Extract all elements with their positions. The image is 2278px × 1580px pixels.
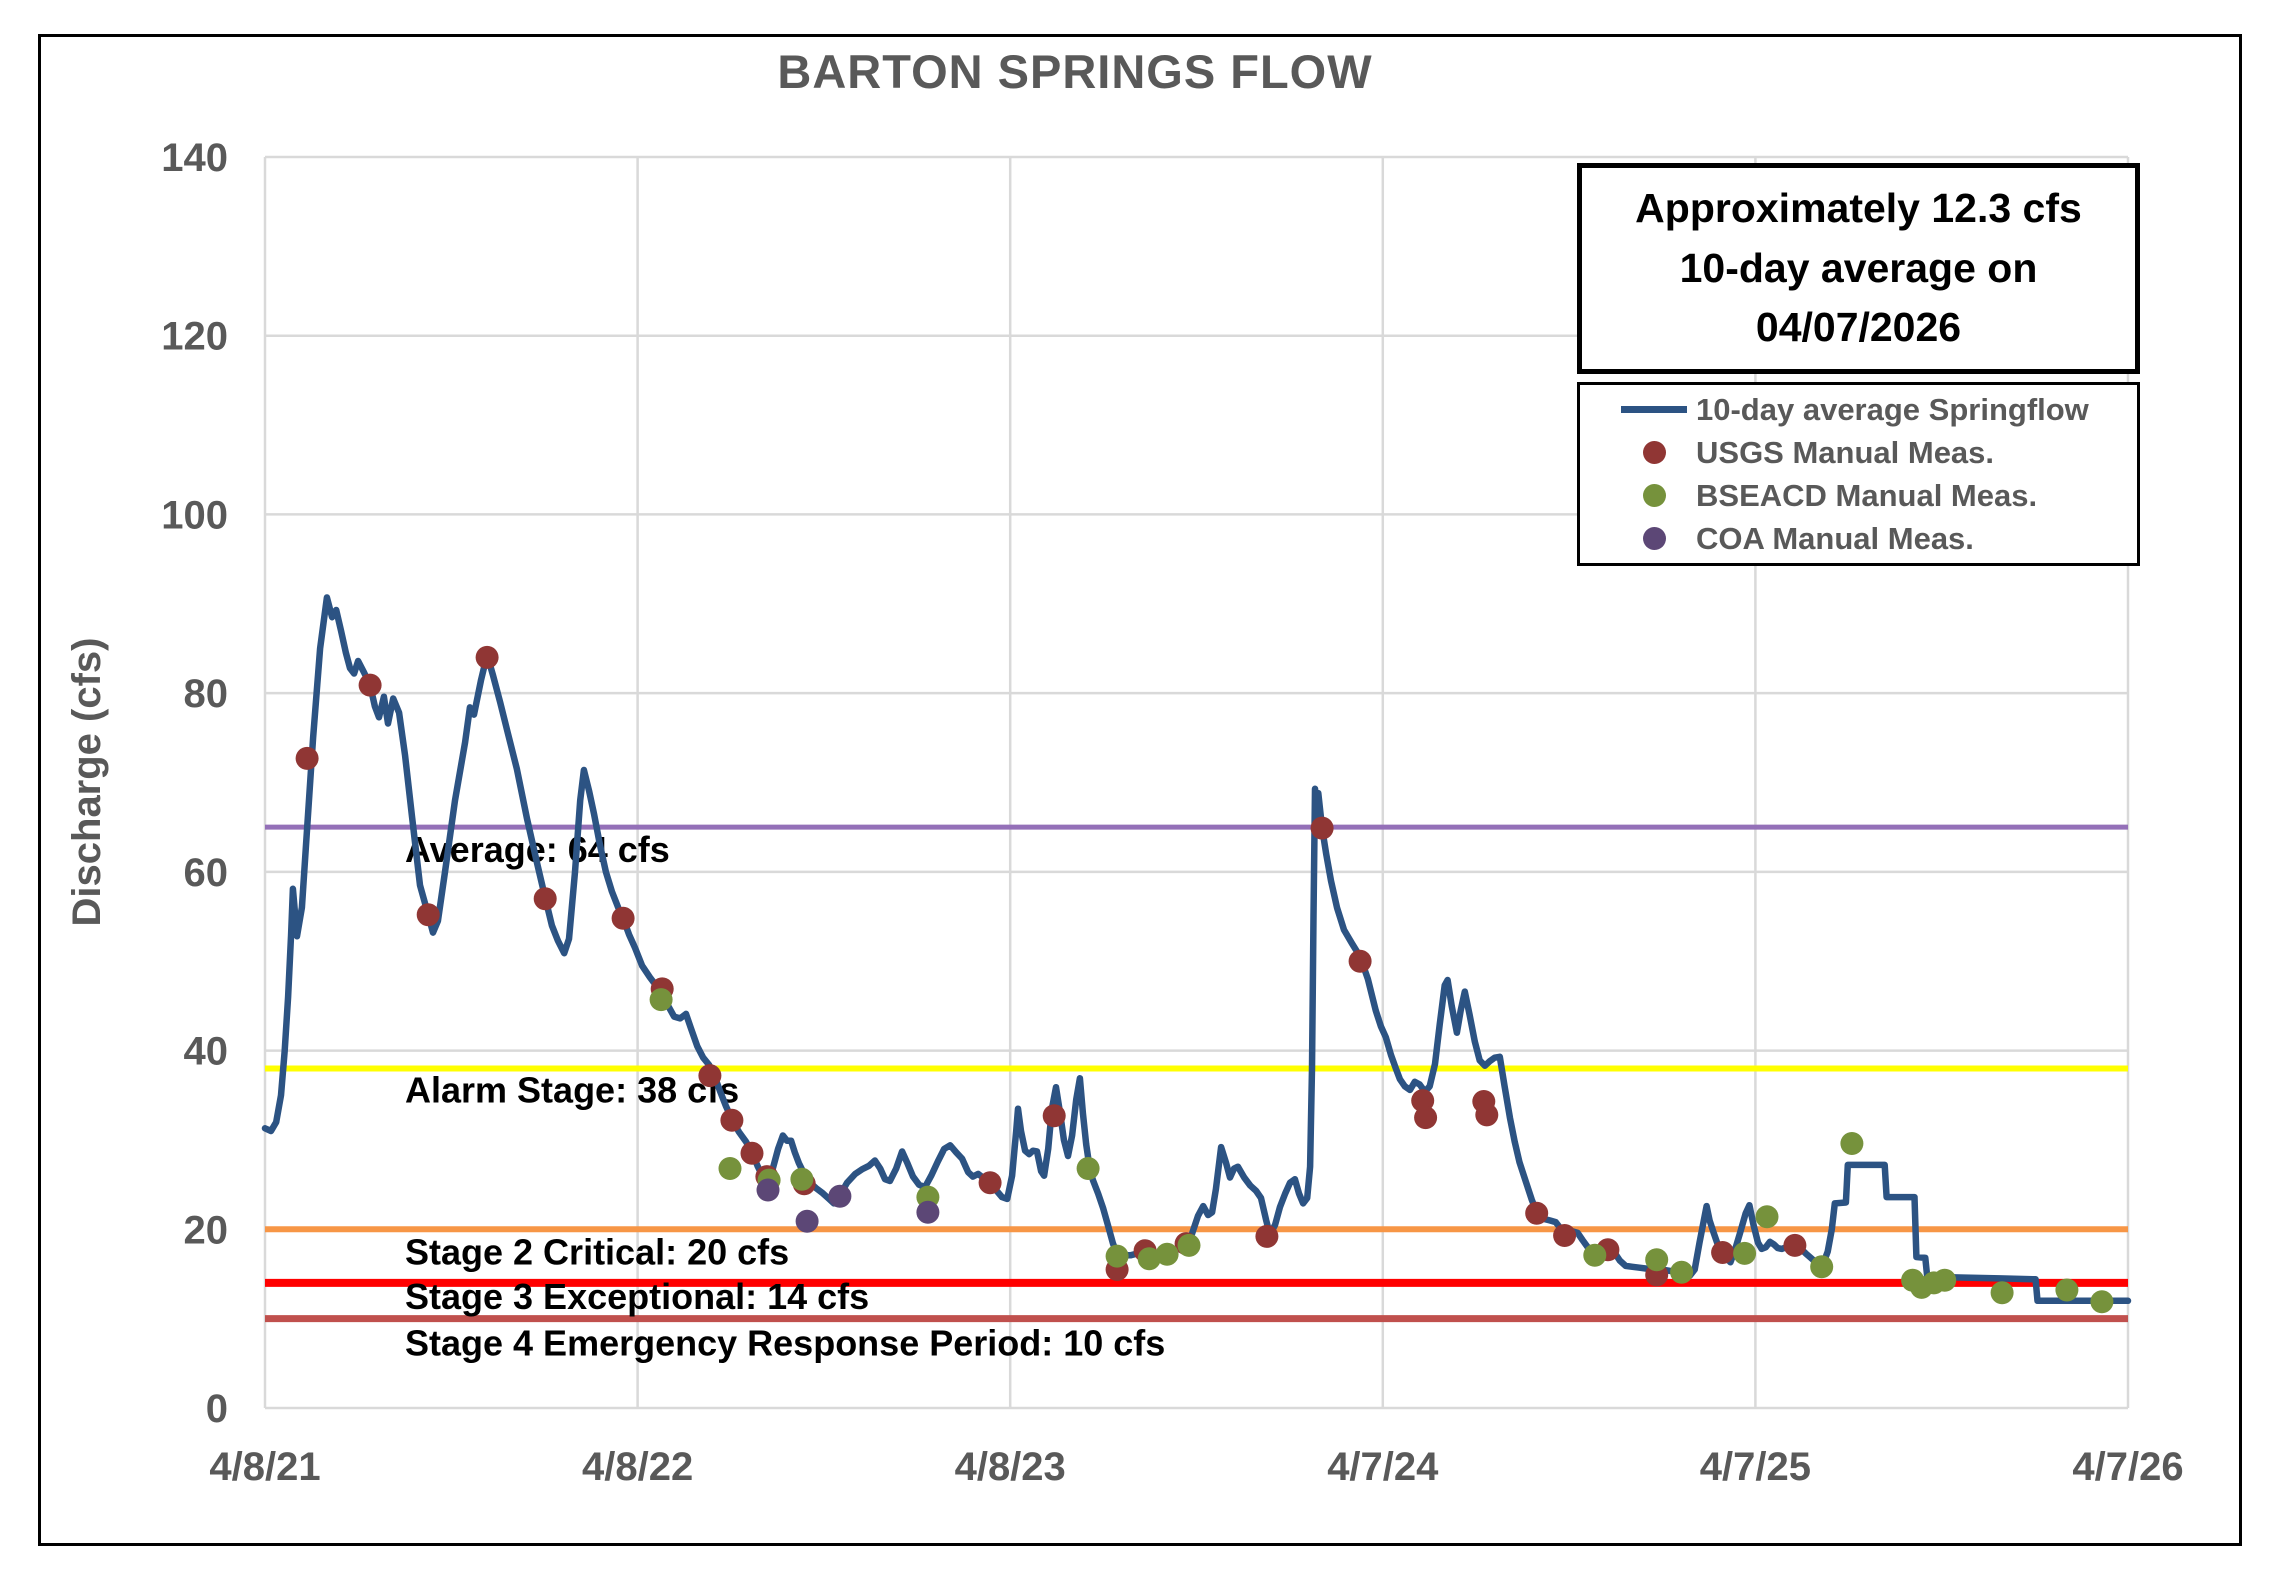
measurement-point [740, 1141, 764, 1165]
measurement-point [1711, 1241, 1735, 1264]
y-tick-label: 80 [184, 672, 229, 716]
legend-dot-swatch [1616, 484, 1692, 507]
measurement-point [1137, 1247, 1161, 1271]
measurement-point [795, 1209, 819, 1233]
measurement-point [718, 1157, 742, 1180]
springflow-line [261, 594, 2132, 1305]
x-tick-label: 4/7/24 [1327, 1445, 1439, 1489]
measurement-point [1783, 1233, 1807, 1257]
measurement-point [1810, 1255, 1834, 1279]
chart-title: BARTON SPRINGS FLOW [777, 45, 1373, 98]
measurement-point [1840, 1132, 1864, 1155]
y-tick-label: 20 [184, 1208, 229, 1252]
measurement-point [1348, 949, 1372, 973]
measurement-point [720, 1108, 744, 1132]
dot-marker-icon [1642, 484, 1666, 507]
legend-item-label: COA Manual Meas. [1696, 520, 1974, 556]
measurement-point [1310, 816, 1334, 840]
measurement-point [916, 1200, 940, 1224]
measurement-point [475, 645, 499, 669]
measurement-point [1670, 1260, 1694, 1284]
annotation-line-1: Approximately 12.3 cfs [1635, 185, 2082, 232]
x-tick-label: 4/7/25 [1700, 1445, 1811, 1489]
measurement-point [1042, 1104, 1066, 1128]
measurement-point [1155, 1242, 1179, 1266]
coa-points [756, 1178, 940, 1233]
measurement-point [358, 673, 382, 697]
dot-marker-icon [1642, 441, 1666, 464]
measurement-point [649, 988, 673, 1012]
reference-line-label: Stage 3 Exceptional: 14 cfs [405, 1276, 869, 1317]
y-axis-ticks: 0 20 40 60 80 100 120 140 [161, 136, 228, 1431]
reference-line-label: Alarm Stage: 38 cfs [405, 1069, 739, 1110]
y-tick-label: 120 [161, 315, 228, 359]
measurement-point [1411, 1089, 1435, 1113]
measurement-point [978, 1171, 1002, 1195]
measurement-point [790, 1167, 814, 1191]
measurement-point [1414, 1106, 1438, 1130]
legend-line-swatch [1616, 406, 1692, 413]
line-marker-icon [1621, 406, 1687, 413]
measurement-point [1525, 1201, 1549, 1225]
y-tick-label: 140 [161, 136, 228, 180]
measurement-point [611, 906, 635, 930]
measurement-point [698, 1064, 722, 1088]
measurement-point [2055, 1278, 2079, 1302]
measurement-point [828, 1184, 852, 1208]
legend-item: BSEACD Manual Meas. [1616, 474, 2137, 517]
legend-item: COA Manual Meas. [1616, 517, 2137, 560]
bseacd-points [649, 988, 2114, 1314]
legend-dot-swatch [1616, 527, 1692, 550]
measurement-point [416, 903, 440, 927]
dot-marker-icon [1642, 527, 1666, 550]
measurement-point [1475, 1103, 1499, 1127]
measurement-point [1177, 1233, 1201, 1257]
measurement-point [295, 746, 319, 770]
measurement-point [1583, 1243, 1607, 1267]
legend-dot-swatch [1616, 441, 1692, 464]
measurement-point [1755, 1205, 1779, 1229]
measurement-point [2090, 1290, 2114, 1314]
legend-item: USGS Manual Meas. [1616, 431, 2137, 474]
x-tick-label: 4/7/26 [2072, 1445, 2183, 1489]
y-tick-label: 40 [184, 1030, 229, 1074]
legend-item-label: USGS Manual Meas. [1696, 434, 1995, 470]
measurement-point [533, 887, 557, 911]
measurement-point [1990, 1281, 2014, 1305]
current-flow-annotation: Approximately 12.3 cfs 10-day average on… [1577, 163, 2140, 374]
reference-line-label: Stage 2 Critical: 20 cfs [405, 1231, 789, 1272]
legend-item: 10-day average Springflow [1616, 388, 2137, 431]
outer-border [38, 34, 2242, 1546]
usgs-points [295, 645, 1807, 1287]
legend: 10-day average Springflow USGS Manual Mea… [1577, 382, 2140, 566]
y-tick-label: 0 [206, 1387, 228, 1431]
x-tick-label: 4/8/21 [209, 1445, 320, 1489]
x-tick-label: 4/8/23 [955, 1445, 1066, 1489]
legend-item-label: 10-day average Springflow [1696, 391, 2089, 427]
y-tick-label: 100 [161, 493, 228, 537]
annotation-line-3: 04/07/2026 [1755, 304, 1962, 351]
measurement-point [1933, 1268, 1957, 1292]
reference-line-label: Stage 4 Emergency Response Period: 10 cf… [405, 1323, 1165, 1364]
measurement-point [1076, 1157, 1100, 1180]
x-tick-label: 4/8/22 [582, 1445, 693, 1489]
measurement-point [1645, 1248, 1669, 1272]
x-axis-ticks: 4/8/21 4/8/22 4/8/23 4/7/24 4/7/25 4/7/26 [209, 1445, 2183, 1489]
legend-item-label: BSEACD Manual Meas. [1696, 477, 2038, 513]
y-tick-label: 60 [184, 851, 229, 895]
annotation-line-2: 10-day average on [1679, 244, 2038, 291]
measurement-point [1105, 1244, 1129, 1268]
measurement-point [1733, 1241, 1757, 1265]
measurement-point [1255, 1224, 1279, 1248]
measurement-point [756, 1178, 780, 1202]
y-axis-title: Discharge (cfs) [65, 638, 109, 927]
measurement-point [1553, 1224, 1577, 1247]
